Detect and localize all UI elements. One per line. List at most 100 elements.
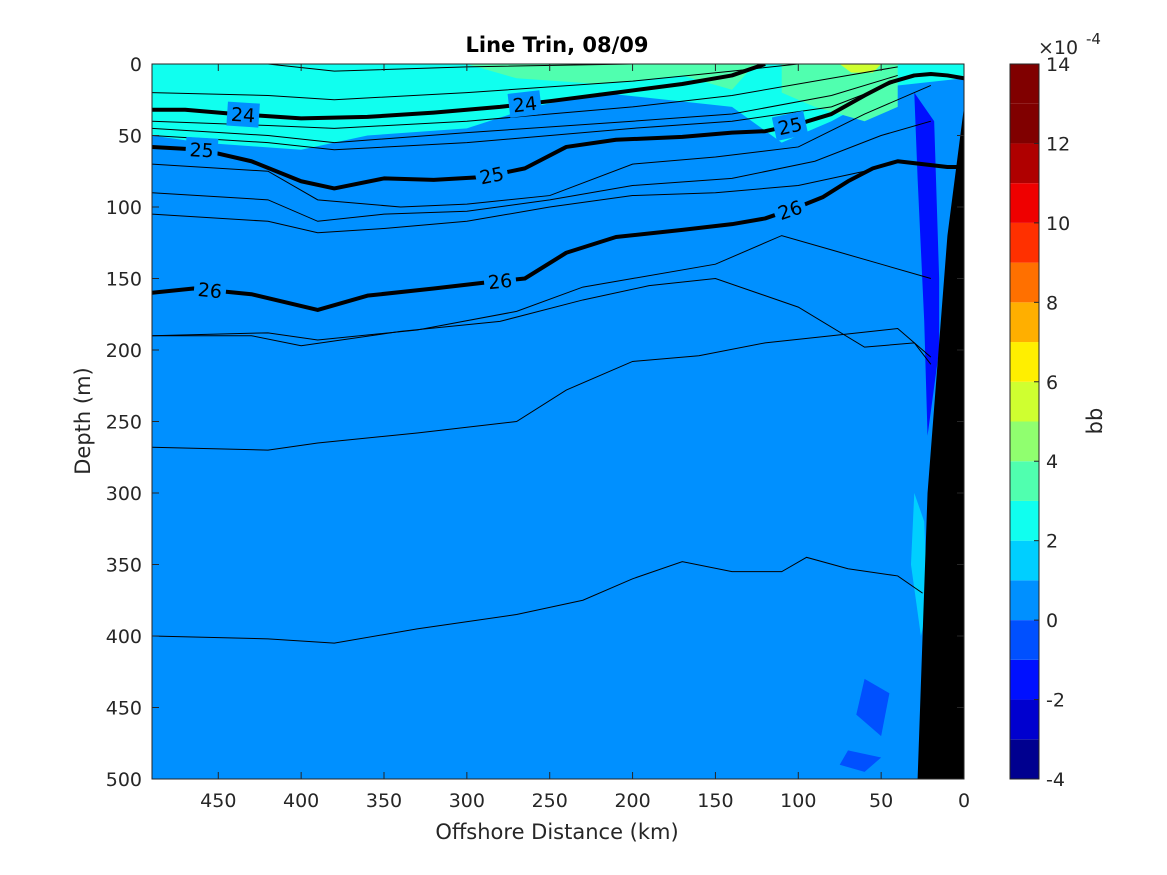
thin-contour-7: [152, 120, 931, 222]
y-tick-label: 100: [106, 197, 142, 219]
y-axis: 0 50 100 150 200 250 300 350 400 450 500: [106, 54, 964, 791]
colorbar-exponent-base: ×10: [1038, 37, 1078, 59]
contour-label-text: 26: [487, 270, 513, 294]
contour-label-bg: [185, 136, 219, 163]
contour-label-bg: [482, 267, 518, 295]
contour-label-bg: [226, 101, 260, 128]
y-tick-label: 200: [106, 340, 142, 362]
field-patch-2: [367, 564, 418, 596]
density-contour-24: [152, 64, 766, 121]
thin-contour-9: [152, 235, 931, 341]
colorbar-tick-label: 12: [1046, 133, 1070, 155]
contour-label-bg: [771, 110, 809, 141]
contour-label-26-1: 26: [192, 276, 228, 304]
field-surface-max: [839, 64, 882, 73]
colorbar-segment: [1010, 659, 1039, 700]
y-tick-label: 0: [130, 54, 142, 76]
field-patch-6: [839, 750, 882, 772]
field-shelf-cyan: [910, 493, 928, 636]
field-offshore-column: [152, 64, 302, 779]
y-tick-label: 500: [106, 769, 142, 791]
contour-label-26-2: 26: [482, 267, 518, 295]
contour-label-text: 24: [512, 93, 539, 118]
contour-label-text: 25: [189, 139, 214, 162]
x-tick-label: 50: [869, 790, 893, 812]
thin-contour-2: [152, 64, 799, 101]
colorbar-segment: [1010, 64, 1039, 104]
x-tick-label: 250: [532, 790, 568, 812]
contour-label-text: 26: [197, 279, 223, 303]
contour-label-text: 25: [776, 114, 804, 141]
colorbar-segment: [1010, 421, 1039, 462]
colorbar-tick-label: 0: [1046, 610, 1058, 632]
x-tick-label: 0: [958, 790, 970, 812]
colorbar-tick-label: -4: [1046, 769, 1065, 791]
contour-label-bg: [192, 276, 228, 304]
colorbar-tick-label: 2: [1046, 531, 1058, 553]
colorbar: -4 -2 0 2 4 6 8 10 12 14: [1009, 54, 1070, 791]
colorbar-segment: [1010, 302, 1039, 343]
contour-label-text: 25: [478, 163, 506, 189]
colorbar-segment: [1010, 342, 1039, 382]
thin-contour-4: [152, 74, 898, 144]
thin-contour-5: [152, 80, 898, 151]
colorbar-segment: [1010, 620, 1039, 660]
y-tick-label: 150: [106, 269, 142, 291]
chart-title: Line Trin, 08/09: [465, 33, 648, 57]
colorbar-exponent-power: -4: [1086, 30, 1101, 48]
x-tick-label: 300: [449, 790, 485, 812]
bathymetry-mask: [917, 64, 964, 779]
field-patch-4: [616, 678, 683, 715]
colorbar-label: bb: [1083, 408, 1107, 435]
density-contours: [152, 64, 964, 312]
contour-label-24-2: 24: [507, 90, 543, 118]
colorbar-segment: [1010, 143, 1039, 184]
contour-label-bg: [473, 160, 510, 191]
colorbar-segment: [1010, 381, 1039, 422]
y-tick-label: 450: [106, 698, 142, 720]
colorbar-exponent: ×10 -4: [1038, 30, 1101, 59]
y-tick-label: 400: [106, 626, 142, 648]
x-tick-label: 150: [697, 790, 733, 812]
field-surface-layer: [152, 64, 964, 150]
contour-label-bg: [507, 90, 543, 118]
y-tick-label: 250: [106, 412, 142, 434]
x-tick-label: 400: [283, 790, 319, 812]
colorbar-tick-label: 10: [1046, 213, 1070, 235]
density-contour-26: [152, 159, 964, 312]
field-patch-3: [685, 493, 732, 536]
thin-contour-11: [152, 328, 932, 451]
thin-contour-3: [152, 66, 898, 129]
colorbar-segment: [1010, 222, 1039, 263]
thin-contour-6: [152, 84, 932, 208]
colorbar-tick-label: 6: [1046, 372, 1058, 394]
thin-contour-1: [152, 64, 766, 72]
x-tick-label: 350: [366, 790, 402, 812]
y-tick-label: 50: [118, 126, 142, 148]
y-tick-label: 350: [106, 555, 142, 577]
x-tick-label: 200: [614, 790, 650, 812]
contour-label-25-1: 25: [185, 136, 219, 163]
field-patch-5: [856, 678, 890, 737]
colorbar-segment: [1010, 500, 1039, 541]
colorbar-tick-label: 8: [1046, 292, 1058, 314]
colorbar-segment: [1010, 540, 1039, 581]
x-tick-label: 100: [780, 790, 816, 812]
colorbar-tick-label: 4: [1046, 451, 1058, 473]
thin-contour-10: [152, 277, 932, 365]
field-patch-1: [516, 750, 550, 779]
colorbar-tick-label: 14: [1046, 54, 1070, 76]
thin-contour-12: [152, 556, 923, 644]
contour-label-bg: [770, 193, 810, 227]
contour-label-25-3: 25: [771, 110, 809, 141]
colorbar-segment: [1010, 580, 1039, 621]
field-shelf-low: [914, 92, 940, 436]
colorbar-tick-label: -2: [1046, 690, 1065, 712]
y-axis-label: Depth (m): [71, 367, 95, 474]
x-tick-label: 450: [200, 790, 236, 812]
density-contour-25: [152, 72, 964, 191]
thin-contour-lines: [152, 64, 932, 644]
